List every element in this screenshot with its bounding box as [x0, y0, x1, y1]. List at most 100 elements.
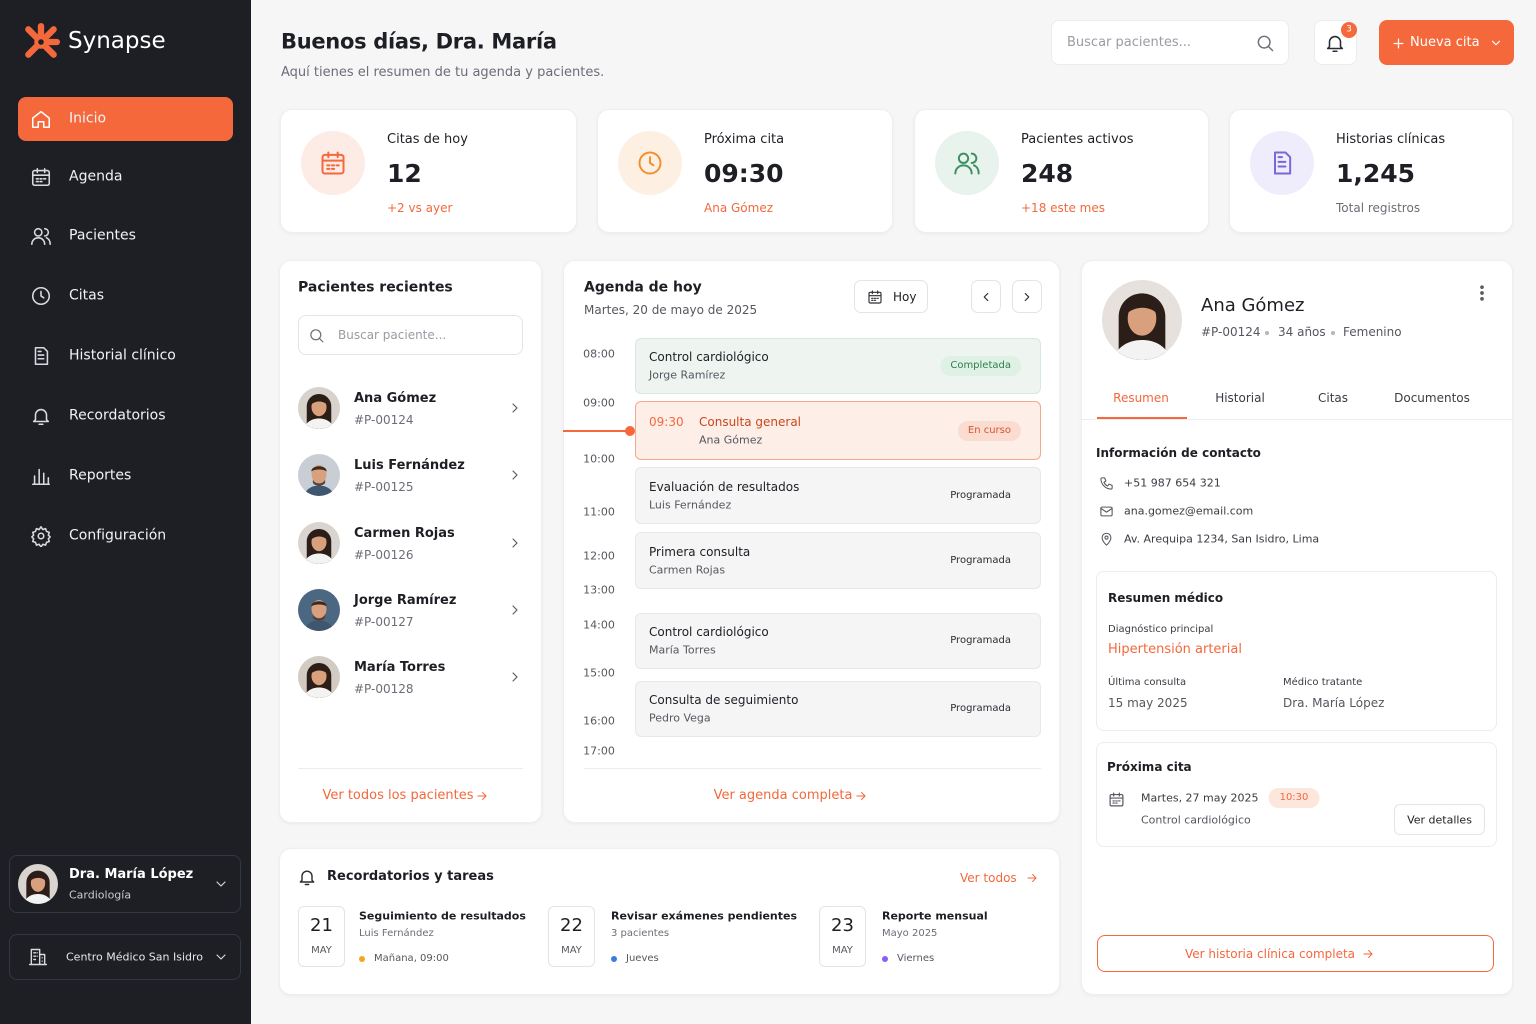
icon-shape — [512, 403, 518, 413]
reminder-title[interactable]: Reporte mensual — [882, 909, 988, 923]
reminder-dot — [359, 956, 365, 962]
prev-button[interactable] — [971, 280, 1001, 313]
icon-shape — [1491, 40, 1501, 46]
icon-shape — [954, 152, 980, 175]
chevron — [216, 954, 226, 960]
user-card[interactable] — [9, 855, 241, 913]
patient-id: #P-00126 — [354, 547, 414, 562]
icon-shape — [31, 286, 51, 306]
clinic-card[interactable] — [9, 934, 241, 980]
arrow-icon — [1027, 874, 1037, 882]
icon-shape — [868, 290, 882, 301]
button-label: Ver historia clínica completa — [1184, 946, 1356, 961]
tab[interactable]: Documentos — [1394, 390, 1470, 405]
search-placeholder: Buscar pacientes... — [1067, 35, 1192, 51]
appointment[interactable] — [635, 338, 1041, 394]
icon-shape — [1109, 792, 1123, 804]
nav-label[interactable]: Recordatorios — [69, 407, 166, 424]
hour-label: 15:00 — [583, 666, 615, 680]
history-button[interactable] — [1097, 935, 1494, 972]
agenda-date: Martes, 20 de mayo de 2025 — [584, 302, 758, 317]
field-label: Diagnóstico principal — [1108, 624, 1214, 635]
nav-label[interactable]: Inicio — [69, 110, 107, 127]
icon-shape — [1127, 296, 1157, 314]
link[interactable]: Ver todos los pacientes — [322, 788, 474, 804]
avatar — [298, 387, 340, 429]
search-box[interactable] — [1051, 20, 1289, 65]
link[interactable]: Ver agenda completa — [713, 788, 853, 804]
bell-icon — [299, 870, 315, 886]
nav-icon — [34, 346, 49, 366]
icon-shape — [311, 533, 327, 552]
reminder-day: 23 — [831, 915, 854, 937]
icon-shape — [298, 522, 340, 564]
tab[interactable]: Resumen — [1113, 390, 1169, 405]
patient-search[interactable] — [298, 315, 523, 355]
tab[interactable]: Historial — [1215, 390, 1265, 405]
status-badge: Programada — [950, 635, 1011, 646]
icon-shape — [477, 792, 487, 800]
nav-label[interactable]: Citas — [69, 287, 105, 304]
icon-shape — [1326, 35, 1344, 50]
reminder-month: MAY — [561, 945, 582, 956]
bell-icon — [1326, 35, 1344, 53]
nav-label[interactable]: Agenda — [69, 168, 123, 185]
contact-address: Av. Arequipa 1234, San Isidro, Lima — [1124, 532, 1320, 546]
today-button[interactable] — [854, 280, 928, 313]
icon-shape — [31, 227, 51, 246]
chevron — [512, 605, 518, 615]
nav-label[interactable]: Pacientes — [69, 227, 136, 244]
icon-shape — [1099, 506, 1113, 516]
appointment-patient: Luis Fernández — [649, 497, 732, 511]
badge — [1341, 22, 1357, 38]
next-button[interactable] — [1012, 280, 1042, 313]
button-label: Ver detalles — [1407, 812, 1472, 826]
appointment[interactable] — [635, 613, 1041, 669]
icon-shape — [983, 292, 989, 302]
icon-shape — [1027, 874, 1037, 882]
icon-shape — [28, 948, 48, 966]
details-button[interactable] — [1394, 804, 1485, 835]
icon-shape — [31, 167, 51, 183]
stat-icon — [321, 151, 345, 175]
icon-shape — [31, 526, 51, 547]
appointment[interactable] — [635, 467, 1041, 524]
nav-label[interactable]: Historial clínico — [69, 347, 176, 364]
page-title: Buenos días, Dra. María — [281, 29, 557, 54]
icon-shape — [216, 954, 226, 960]
patient-name: Carmen Rojas — [354, 526, 455, 542]
nav-label[interactable]: Configuración — [69, 527, 167, 544]
field-value: 15 may 2025 — [1108, 695, 1188, 710]
panel-title: Recordatorios y tareas — [327, 869, 494, 885]
link[interactable]: Ver todos — [960, 870, 1017, 885]
tab[interactable]: Citas — [1317, 390, 1349, 405]
chevron — [512, 672, 518, 682]
icon-shape — [1480, 291, 1484, 295]
icon-shape — [28, 948, 48, 966]
hour-label: 08:00 — [583, 347, 615, 361]
appointment[interactable] — [635, 681, 1041, 737]
icon-shape — [1103, 535, 1109, 540]
appointment-patient: Pedro Vega — [649, 711, 711, 725]
icon-shape — [1480, 285, 1484, 301]
reminder-title[interactable]: Revisar exámenes pendientes — [611, 909, 798, 923]
next-date: Martes, 27 may 2025 — [1141, 791, 1259, 805]
chevron — [1024, 292, 1030, 302]
icon-shape — [31, 169, 51, 187]
nav-item[interactable] — [18, 97, 233, 141]
icon-shape — [868, 290, 882, 304]
nav-icon — [32, 408, 50, 426]
nav-label[interactable]: Reportes — [69, 467, 132, 484]
stat-icon-bg — [1250, 131, 1314, 195]
reminder-when: Jueves — [626, 953, 659, 964]
icon-shape — [25, 23, 60, 58]
status-badge: Completada — [940, 356, 1021, 376]
next-type: Control cardiológico — [1141, 813, 1251, 827]
section-title: Resumen médico — [1108, 590, 1224, 605]
icon-shape — [298, 454, 340, 496]
appointment[interactable] — [635, 532, 1041, 589]
patient-id: #P-00125 — [354, 479, 414, 494]
search-placeholder: Buscar paciente... — [338, 327, 447, 342]
reminder-title[interactable]: Seguimiento de resultados — [359, 909, 526, 923]
stat-icon-bg — [935, 131, 999, 195]
